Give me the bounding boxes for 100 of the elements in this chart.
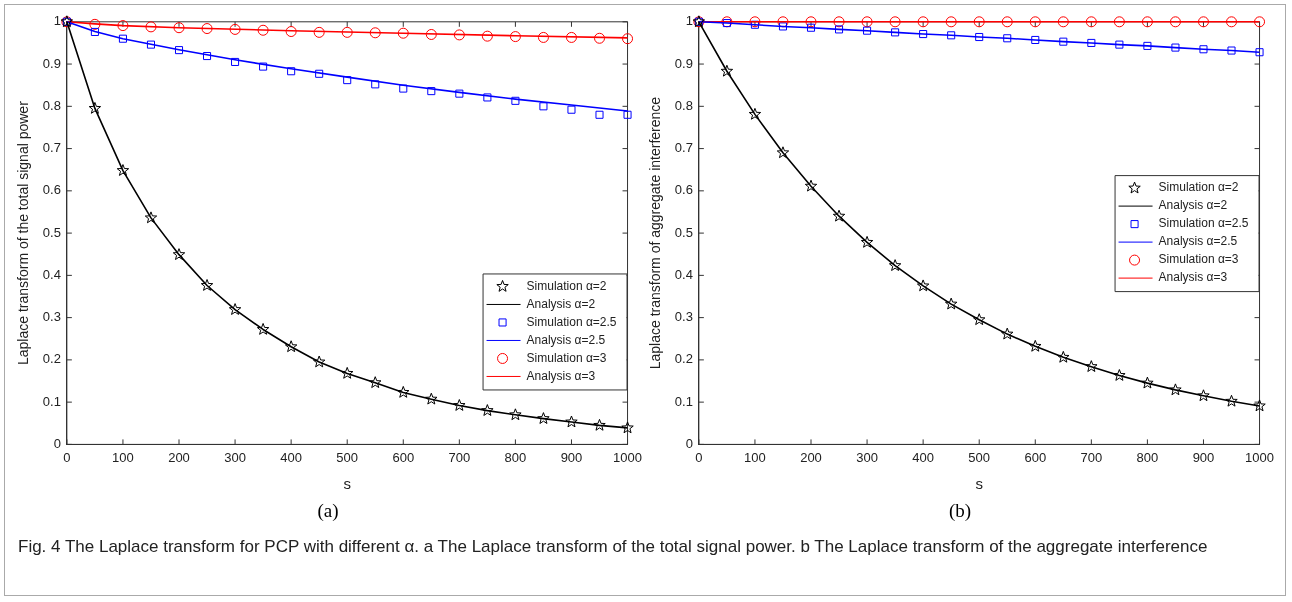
legend-label: Analysis α=2	[1158, 198, 1228, 213]
point	[777, 16, 789, 28]
point	[1001, 16, 1013, 28]
x-tick-label: 1000	[613, 449, 642, 465]
legend-label: Simulation α=2	[526, 278, 607, 293]
x-tick-label: 900	[1192, 449, 1215, 465]
y-tick-label: 0.4	[674, 266, 693, 282]
point	[116, 164, 130, 176]
x-tick-label: 200	[800, 449, 822, 465]
y-axis-title: Laplace transform of the total signal power	[15, 100, 32, 366]
y-tick-label: 0.2	[42, 351, 61, 367]
point	[806, 23, 816, 32]
point	[228, 303, 242, 315]
point	[455, 89, 464, 98]
legend-label: Analysis α=2	[526, 296, 596, 311]
y-tick-label: 0.4	[42, 266, 61, 282]
point	[860, 235, 874, 248]
point	[1087, 38, 1096, 47]
point	[1143, 41, 1152, 50]
point	[944, 297, 958, 310]
y-tick-label: 0	[685, 435, 693, 451]
point	[369, 27, 381, 39]
point	[369, 376, 382, 389]
point	[1255, 48, 1264, 57]
point	[312, 355, 326, 368]
point	[1254, 16, 1266, 28]
point	[89, 18, 101, 30]
point	[537, 412, 550, 424]
point	[750, 20, 759, 29]
point	[748, 107, 762, 120]
point	[172, 248, 186, 261]
point	[537, 31, 549, 43]
point	[1031, 35, 1040, 45]
point	[1197, 389, 1210, 402]
point	[483, 93, 492, 102]
point	[397, 27, 409, 39]
point	[623, 110, 632, 119]
y-axis-title: Laplace transform of aggregate interference	[647, 96, 664, 370]
y-tick-label: 0.6	[674, 182, 693, 198]
point	[973, 16, 985, 28]
point	[863, 26, 872, 35]
point	[1115, 40, 1124, 49]
legend-label: Analysis α=3	[1158, 270, 1228, 285]
point	[174, 46, 184, 55]
point	[117, 20, 129, 32]
point	[622, 33, 634, 45]
point	[313, 26, 325, 38]
point	[231, 57, 240, 66]
point	[399, 84, 408, 93]
point	[511, 96, 520, 105]
point	[539, 102, 548, 111]
point	[565, 415, 578, 428]
x-axis-title: s	[975, 475, 983, 493]
x-tick-label: 500	[968, 449, 991, 465]
point	[1059, 37, 1068, 46]
y-tick-label: 0.7	[42, 140, 61, 156]
y-tick-label: 1	[685, 13, 693, 29]
point	[256, 322, 270, 335]
point	[1057, 350, 1070, 363]
point	[285, 26, 297, 38]
point	[835, 25, 844, 34]
point	[145, 21, 157, 33]
point	[889, 16, 901, 28]
legend-label: Simulation α=2.5	[526, 314, 617, 329]
point	[453, 29, 465, 41]
point	[397, 385, 410, 398]
point	[917, 16, 929, 28]
x-tick-label: 800	[504, 449, 527, 465]
y-tick-label: 0.1	[42, 393, 61, 409]
point	[1171, 43, 1180, 52]
x-tick-label: 400	[280, 449, 302, 465]
x-tick-label: 800	[1136, 449, 1159, 465]
y-tick-label: 0	[53, 435, 61, 451]
point	[343, 76, 352, 85]
point	[425, 392, 438, 405]
x-tick-label: 600	[392, 449, 415, 465]
point	[1169, 16, 1181, 28]
point	[287, 67, 296, 76]
point	[805, 16, 817, 28]
point	[118, 34, 127, 43]
legend-label: Simulation α=3	[526, 350, 607, 365]
point	[832, 209, 846, 222]
point	[1141, 16, 1153, 28]
x-tick-label: 700	[448, 449, 471, 465]
point	[203, 52, 212, 61]
point	[565, 31, 577, 43]
point	[778, 22, 788, 31]
point	[341, 366, 354, 379]
point	[975, 32, 984, 42]
y-tick-label: 0.2	[674, 351, 693, 367]
x-tick-label: 0	[63, 449, 71, 465]
legend-label: Analysis α=3	[526, 368, 596, 383]
point	[173, 22, 185, 34]
point	[90, 27, 99, 36]
point	[1197, 16, 1209, 28]
point	[861, 16, 873, 28]
legend-label: Simulation α=3	[1158, 252, 1239, 267]
y-tick-label: 0.5	[674, 224, 693, 240]
point	[888, 259, 902, 271]
point	[200, 279, 214, 291]
